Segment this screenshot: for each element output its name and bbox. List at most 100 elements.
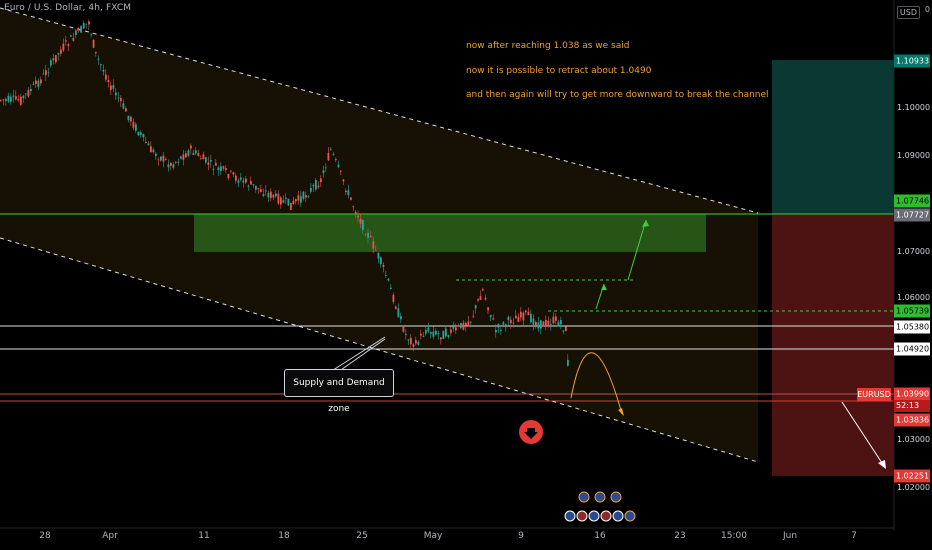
candle-body — [57, 53, 60, 55]
current-price-tag: 1.03990 — [894, 387, 930, 401]
position-profit-zone — [772, 60, 894, 214]
candle-body — [557, 322, 560, 327]
candle-body — [322, 170, 325, 174]
candle-body — [202, 154, 205, 160]
currency-selector-button[interactable]: USD — [896, 6, 920, 19]
candle-body — [332, 153, 335, 155]
candle-body — [357, 215, 359, 218]
candle-body — [412, 344, 415, 347]
candle-body — [540, 320, 542, 329]
time-axis-label: 7 — [851, 531, 857, 541]
green-upper-price-tag: 1.07746 — [894, 194, 930, 208]
candle-body — [160, 156, 162, 161]
candle-body — [130, 116, 132, 122]
candle-body — [470, 321, 472, 323]
candle-body — [207, 162, 210, 165]
candle-body — [0, 99, 2, 101]
annotation-text: now it is possible to retract about 1.04… — [466, 66, 652, 76]
time-axis-label: 11 — [198, 531, 210, 541]
white-upper-price-tag: 1.05380 — [894, 320, 930, 334]
candle-body — [17, 99, 20, 101]
candle-body — [484, 297, 487, 300]
candle-body — [477, 299, 479, 301]
candle-body — [142, 134, 145, 138]
corner-value: 0 — [924, 5, 930, 14]
candle-body — [185, 153, 187, 158]
projection-arrow-up-2 — [627, 219, 647, 281]
candle-body — [369, 235, 372, 238]
candle-body — [257, 188, 260, 190]
candle-body — [377, 252, 380, 259]
candle-body — [382, 264, 385, 267]
candle-body — [302, 191, 305, 199]
candle-body — [567, 359, 569, 366]
candle-body — [287, 198, 290, 206]
supply-demand-zone-rect — [194, 214, 706, 252]
candle-body — [312, 184, 315, 187]
candle-body — [560, 320, 562, 325]
candle-body — [505, 324, 507, 328]
candle-body — [320, 178, 322, 183]
time-axis-label: 16 — [594, 531, 606, 541]
time-axis-label: May — [423, 531, 443, 541]
target-top-price-tag: 1.10933 — [894, 54, 930, 68]
candle-body — [325, 167, 327, 169]
annotation-text: and then again will try to get more down… — [466, 90, 769, 100]
candle-body — [40, 79, 42, 84]
candle-body — [237, 180, 240, 183]
candle-body — [60, 49, 62, 54]
candle-body — [72, 37, 75, 41]
candle-body — [305, 195, 307, 198]
candle-body — [135, 124, 137, 131]
candle-body — [447, 335, 450, 338]
candle-body — [410, 337, 412, 345]
candle-body — [92, 39, 95, 48]
candle-body — [240, 177, 242, 180]
candle-body — [32, 83, 35, 85]
candle-body — [2, 99, 5, 101]
candle-body — [267, 192, 270, 198]
candle-body — [375, 249, 377, 251]
candle-body — [300, 196, 302, 203]
event-markers[interactable] — [564, 491, 636, 522]
candle-body — [187, 150, 190, 156]
candle-body — [115, 92, 117, 96]
candle-body — [20, 96, 22, 105]
candle-body — [442, 330, 445, 339]
candle-body — [427, 327, 430, 332]
candle-body — [35, 80, 37, 85]
candle-body — [62, 43, 65, 51]
candle-body — [535, 322, 537, 326]
candle-body — [177, 161, 180, 163]
candle-body — [170, 162, 172, 166]
candle-body — [537, 322, 540, 329]
candle-body — [212, 168, 215, 170]
candle-body — [252, 184, 255, 186]
candle-body — [515, 315, 517, 319]
supply-demand-zone-label[interactable]: Supply and Demand zone — [284, 369, 394, 414]
time-axis-label: 23 — [674, 531, 686, 541]
candle-body — [500, 329, 502, 331]
time-axis-label: Apr — [102, 531, 118, 541]
candle-body — [137, 131, 140, 136]
candle-body — [315, 180, 317, 190]
candle-body — [250, 181, 252, 185]
candle-body — [292, 200, 295, 204]
candle-body — [437, 333, 440, 335]
candle-body — [147, 143, 150, 146]
candle-body — [242, 180, 245, 183]
candle-body — [225, 168, 227, 171]
candle-body — [474, 305, 477, 309]
candle-body — [495, 329, 497, 333]
candle-body — [472, 315, 475, 317]
candle-body — [110, 85, 112, 90]
candle-body — [190, 145, 192, 149]
candle-body — [512, 322, 515, 324]
candle-body — [247, 185, 250, 187]
candle-body — [150, 146, 152, 153]
candle-body — [192, 153, 195, 156]
candle-body — [277, 193, 280, 204]
candle-body — [440, 337, 442, 340]
